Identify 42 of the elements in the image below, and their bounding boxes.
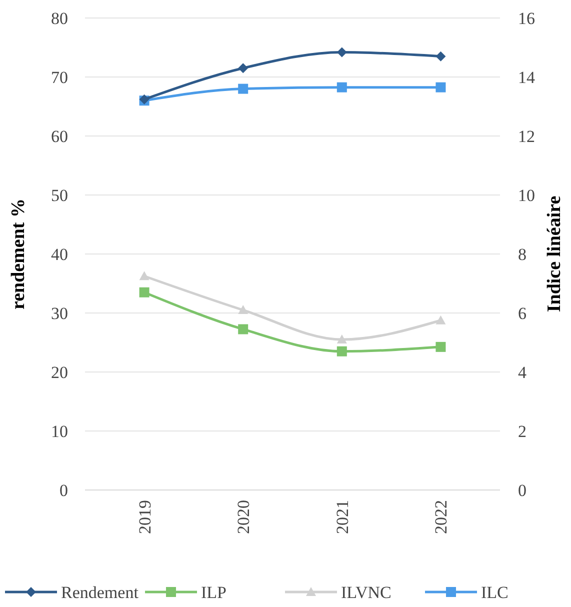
y2-tick-label: 0 — [518, 480, 526, 500]
legend-label: ILP — [201, 582, 226, 602]
legend-label: Rendement — [61, 582, 139, 602]
y-tick-label: 80 — [51, 8, 68, 28]
x-tick-label: 2021 — [332, 500, 352, 534]
legend-label: ILC — [481, 582, 508, 602]
y2-tick-label: 14 — [518, 68, 536, 87]
y-tick-label: 50 — [51, 186, 68, 205]
y-axis-title: rendement % — [8, 198, 29, 310]
point — [436, 82, 446, 92]
y2-tick-label: 12 — [518, 126, 535, 146]
point — [436, 342, 446, 352]
y2-tick-label: 8 — [518, 244, 526, 264]
point — [238, 324, 248, 334]
y-tick-label: 0 — [60, 480, 68, 500]
point — [336, 47, 347, 58]
x-tick-label: 2022 — [432, 500, 451, 534]
y-tick-label: 10 — [51, 422, 68, 441]
point — [139, 271, 150, 280]
y-tick-label: 40 — [51, 244, 68, 264]
point — [436, 315, 446, 324]
point — [336, 334, 347, 344]
point — [336, 82, 347, 92]
point — [238, 63, 248, 74]
y2-tick-label: 16 — [518, 8, 535, 28]
point — [336, 346, 347, 356]
y2-tick-label: 4 — [518, 362, 527, 382]
y2-axis-title: Indice linéaire — [544, 196, 565, 312]
legend-label: ILVNC — [341, 582, 392, 602]
y-tick-label: 70 — [51, 68, 68, 87]
point — [139, 287, 150, 298]
y-tick-label: 30 — [51, 304, 68, 323]
point — [238, 305, 248, 314]
point — [436, 51, 446, 62]
x-tick-label: 2020 — [234, 500, 254, 534]
y-tick-label: 60 — [51, 126, 68, 146]
point — [238, 84, 248, 94]
x-tick-label: 2019 — [135, 500, 154, 534]
y-tick-label: 20 — [51, 362, 68, 382]
y2-tick-label: 6 — [518, 304, 526, 323]
y2-tick-label: 2 — [518, 422, 526, 441]
y2-tick-label: 10 — [518, 186, 535, 205]
